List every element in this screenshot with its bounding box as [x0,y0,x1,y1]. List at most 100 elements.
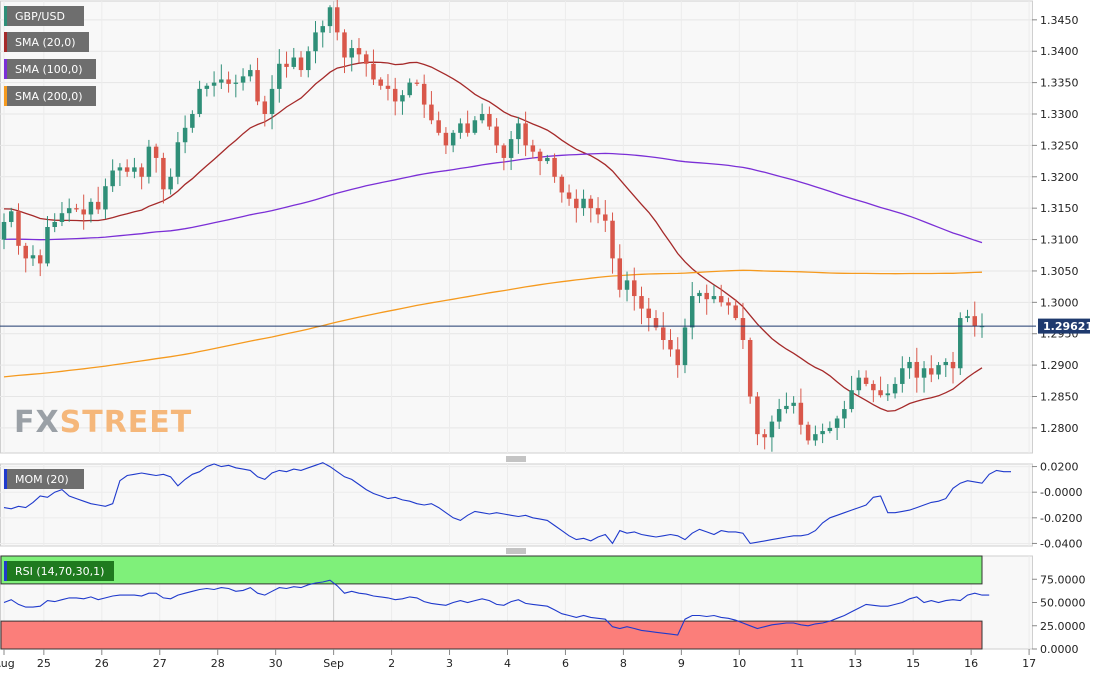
candle [603,200,608,232]
legend-sma-100[interactable]: SMA (100,0) [4,59,96,79]
candle [545,154,550,164]
time-tick-label: Aug [0,657,15,670]
candle [697,290,702,304]
candle [820,423,825,444]
candle [472,116,478,135]
candle [363,50,369,77]
candle [856,370,862,396]
candle [1,213,7,250]
time-tick-label: 6 [562,657,569,670]
price-tick-label: 1.3200 [1040,171,1079,184]
rsi-tick-label: 0.0000 [1040,643,1079,656]
candle [88,198,94,223]
legend-mom[interactable]: MOM (20) [4,469,84,489]
candle [675,337,680,378]
candle [827,421,833,434]
candle [117,163,123,186]
candle [929,355,934,383]
candle [574,189,579,223]
candle [921,361,927,393]
candle [965,309,970,323]
candle [842,400,847,428]
candle [581,189,586,216]
panel-divider-2[interactable] [506,548,526,554]
panel-divider-1[interactable] [506,456,526,462]
legend-sma-100-label: SMA (100,0) [15,63,83,76]
candle [871,380,876,403]
legend-symbol-label: GBP/USD [15,10,65,23]
candle [392,77,398,116]
price-tick-label: 1.2850 [1040,391,1079,404]
candle [501,143,507,171]
candle [52,213,57,233]
candle [726,297,731,315]
time-tick-label: 2 [388,657,395,670]
candle [610,212,615,274]
candle [689,281,695,340]
candle [487,106,492,130]
price-tick-label: 1.3400 [1040,45,1079,58]
sma-100-line [3,152,983,244]
price-tick-label: 1.2900 [1040,359,1079,372]
candle [8,207,14,228]
candle [45,216,50,267]
candle [885,384,891,401]
legend-sma-20[interactable]: SMA (20,0) [4,32,89,52]
candle [776,398,782,429]
rsi-line [3,579,990,636]
candle [516,116,521,154]
time-tick-label: Sep [323,657,344,670]
price-tick-label: 1.3350 [1040,77,1079,90]
candle [269,75,275,130]
candle [211,71,217,97]
sma-200-line [3,269,983,378]
legend-mom-label: MOM (20) [15,473,69,486]
candle [378,77,383,90]
candle [972,301,978,337]
price-tick-label: 1.3000 [1040,296,1079,309]
time-tick-label: 10 [732,657,746,670]
candle [248,64,253,82]
candle [465,110,470,137]
time-tick-label: 25 [37,657,51,670]
candle [175,132,181,185]
candle [537,148,543,176]
candle [342,29,347,74]
candle [429,91,434,125]
price-tick-label: 1.3250 [1040,139,1079,152]
candle [436,111,441,136]
candle [450,130,456,153]
candle [153,143,159,173]
svg-text:1.29621: 1.29621 [1043,320,1093,333]
sma-20-line [3,61,983,412]
last-price-tag: 1.29621 [1038,318,1093,334]
candle [291,47,297,70]
legend-rsi[interactable]: RSI (14,70,30,1) [4,561,114,581]
candle [66,198,72,222]
candle [132,157,137,179]
candle [182,115,188,154]
candle [900,356,905,393]
time-tick-label: 3 [446,657,453,670]
candle [400,90,405,115]
legend-sma-200[interactable]: SMA (200,0) [4,86,96,106]
mom-tick-label: 0.0200 [1040,461,1079,474]
candle [16,203,21,255]
candle [552,153,557,183]
candle [704,284,709,315]
candle [892,377,898,399]
candle [813,425,818,446]
candle [907,356,912,379]
time-tick-label: 27 [153,657,167,670]
candle [334,0,340,41]
rsi-overbought-band [0,555,983,585]
price-tick-label: 1.3450 [1040,14,1079,27]
candle [59,202,65,227]
legend-symbol[interactable]: GBP/USD [4,6,84,26]
candle [161,152,166,204]
candle [791,396,796,414]
candle [595,197,601,224]
candle [617,244,623,298]
candle [668,329,673,357]
rsi-tick-label: 50.0000 [1040,597,1086,610]
